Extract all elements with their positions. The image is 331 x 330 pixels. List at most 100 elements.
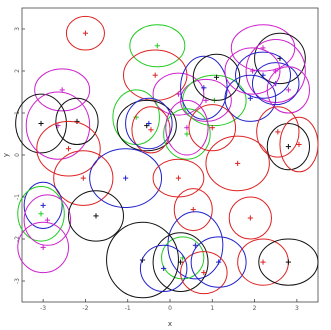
data-point-46-black	[152, 232, 209, 293]
confidence-ellipse	[106, 221, 179, 299]
confidence-ellipse	[279, 116, 319, 173]
confidence-ellipse	[152, 72, 205, 116]
data-point-48-red	[180, 251, 228, 295]
y-tick-label: -3	[14, 278, 21, 284]
data-point-1-red	[65, 15, 105, 51]
data-point-2-green	[129, 24, 186, 68]
confidence-ellipse	[258, 238, 319, 286]
y-axis-label: y	[2, 153, 10, 157]
confidence-ellipse	[254, 32, 306, 85]
x-tick-label: -3	[40, 305, 46, 312]
confidence-ellipse	[161, 236, 205, 280]
confidence-ellipse	[266, 66, 311, 114]
confidence-ellipse	[251, 62, 300, 106]
confidence-ellipse	[188, 104, 237, 152]
data-point-47-blue	[139, 244, 188, 292]
y-tick-label: 3	[14, 27, 21, 31]
data-point-38-magenta	[23, 194, 72, 246]
data-point-20-black	[55, 97, 99, 146]
confidence-ellipse	[205, 135, 270, 192]
data-point-24-red	[131, 106, 171, 154]
x-tick-label: -1	[125, 305, 131, 312]
confidence-ellipse	[125, 97, 173, 150]
confidence-ellipse	[165, 99, 209, 156]
confidence-ellipse	[224, 47, 281, 95]
data-point-30-black	[266, 123, 311, 171]
data-point-32-red	[205, 135, 270, 192]
data-point-26-green	[163, 108, 211, 160]
y-tick-label: 1	[14, 111, 21, 115]
data-point-21-red	[36, 120, 101, 177]
confidence-ellipse	[256, 106, 300, 158]
confidence-ellipse	[228, 196, 272, 240]
confidence-ellipse	[152, 232, 209, 293]
data-point-29-red	[256, 106, 300, 158]
data-point-16-blue	[224, 74, 277, 122]
confidence-ellipse	[15, 93, 67, 154]
confidence-ellipse	[53, 150, 114, 206]
x-tick-label: 0	[168, 305, 172, 312]
confidence-ellipse	[17, 186, 65, 242]
y-tick-label: 0	[14, 153, 21, 157]
confidence-ellipse	[131, 106, 171, 154]
confidence-ellipse	[25, 91, 91, 160]
confidence-ellipse	[180, 55, 228, 120]
x-axis-label: x	[168, 320, 172, 328]
confidence-ellipse	[224, 74, 277, 122]
x-tick-label: -2	[82, 305, 88, 312]
confidence-ellipse	[68, 190, 124, 242]
confidence-ellipse	[266, 123, 311, 171]
data-point-39-magenta	[17, 221, 70, 274]
data-point-5-magenta	[152, 72, 205, 116]
data-point-13-blue	[235, 51, 292, 99]
data-marks	[15, 15, 319, 299]
confidence-ellipse	[23, 194, 72, 246]
data-point-42-red	[228, 196, 272, 240]
confidence-ellipse	[89, 148, 163, 209]
data-point-17-magenta	[224, 47, 281, 95]
data-point-36-blue	[23, 181, 63, 229]
confidence-ellipse	[173, 188, 213, 232]
confidence-ellipse	[23, 181, 63, 229]
confidence-ellipse	[190, 236, 247, 288]
confidence-ellipse	[163, 108, 211, 160]
confidence-ellipse	[230, 24, 296, 72]
data-point-15-magenta	[266, 66, 311, 114]
data-point-49-blue	[190, 236, 247, 288]
data-point-40-black	[68, 190, 124, 242]
confidence-ellipse	[129, 24, 186, 68]
data-point-31-red	[279, 116, 319, 173]
confidence-ellipse	[235, 51, 292, 99]
confidence-ellipse	[55, 97, 99, 146]
data-point-33-red	[53, 150, 114, 206]
confidence-ellipse	[116, 99, 177, 152]
data-point-37-green	[17, 186, 65, 242]
axes: -3 -2 -1 0 1 2 3 -3 -2 -1 0 1 2 3	[14, 27, 299, 312]
confidence-ellipse	[65, 15, 105, 51]
confidence-ellipse	[139, 244, 188, 292]
y-tick-label: 2	[14, 69, 21, 73]
confidence-ellipse	[17, 221, 70, 274]
x-tick-label: 1	[210, 305, 214, 312]
confidence-ellipse	[36, 120, 101, 177]
data-point-51-black	[258, 238, 319, 286]
data-point-3-red	[122, 49, 188, 101]
data-point-6-magenta	[180, 78, 232, 122]
confidence-ellipse	[34, 68, 91, 112]
data-point-4-magenta	[34, 68, 91, 112]
data-point-28-red	[188, 104, 237, 152]
data-point-19-magenta	[25, 91, 91, 160]
data-point-8-blue	[180, 55, 228, 120]
confidence-ellipse	[180, 78, 232, 122]
confidence-ellipse	[122, 49, 188, 101]
x-tick-label: 2	[253, 305, 257, 312]
data-point-25-blue	[125, 97, 173, 150]
data-point-34-blue	[89, 148, 163, 209]
x-tick-label: 3	[295, 305, 299, 312]
data-point-18-black	[15, 93, 67, 154]
confidence-ellipse	[180, 251, 228, 295]
y-tick-label: -1	[14, 194, 21, 200]
y-tick-label: -2	[14, 236, 21, 242]
